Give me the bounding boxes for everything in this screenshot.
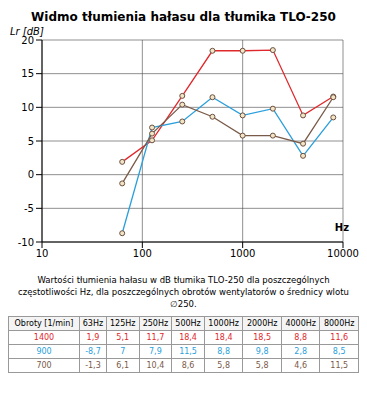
svg-text:15: 15 xyxy=(21,68,34,79)
html-text:8,5: 8,5 xyxy=(332,347,346,356)
html-text:1400: 1400 xyxy=(33,333,55,342)
svg-text:1000: 1000 xyxy=(230,248,255,259)
html-text:7,9: 7,9 xyxy=(149,347,162,356)
html-text:700: 700 xyxy=(36,361,52,370)
html-text:7: 7 xyxy=(120,347,126,356)
svg-text:0: 0 xyxy=(28,169,34,180)
html-text:250Hz: 250Hz xyxy=(142,319,169,328)
html-text:900: 900 xyxy=(36,347,52,356)
html-text:1,9: 1,9 xyxy=(86,333,100,342)
html-text:11,5: 11,5 xyxy=(179,347,197,356)
html-text:-8,7: -8,7 xyxy=(85,347,101,356)
svg-text:10: 10 xyxy=(21,102,34,113)
svg-text:10: 10 xyxy=(36,248,49,259)
html-text:5,8: 5,8 xyxy=(217,361,230,370)
html-text:Wartości tłumienia hałasu w dB: Wartości tłumienia hałasu w dB tłumika T… xyxy=(18,275,349,309)
html-text:Widmo tłumienia hałasu dla tłu: Widmo tłumienia hałasu dla tłumika TLO-2… xyxy=(31,10,336,24)
html-text:4000Hz: 4000Hz xyxy=(285,319,316,328)
html-text:4,6: 4,6 xyxy=(294,361,307,370)
html-text:8000Hz: 8000Hz xyxy=(323,319,355,328)
html-text:9,8: 9,8 xyxy=(255,347,269,356)
svg-text:-10: -10 xyxy=(18,237,34,248)
svg-text:-5: -5 xyxy=(24,203,34,214)
html-text:5,1: 5,1 xyxy=(116,333,130,342)
html-text:8,8: 8,8 xyxy=(294,333,307,342)
html-text:10,4: 10,4 xyxy=(146,361,165,370)
html-text:500Hz: 500Hz xyxy=(175,319,201,328)
html-text:63Hz: 63Hz xyxy=(82,319,104,328)
html-text:11,6: 11,6 xyxy=(330,333,349,342)
html-text:Hz: Hz xyxy=(334,222,349,233)
html-text:2,8: 2,8 xyxy=(294,347,307,356)
html-text:18,4: 18,4 xyxy=(179,333,197,342)
svg-text:100: 100 xyxy=(133,248,152,259)
html-text:8,6: 8,6 xyxy=(181,361,195,370)
html-text:1000Hz: 1000Hz xyxy=(208,319,239,328)
svg-text:10000: 10000 xyxy=(327,248,359,259)
svg-text:5: 5 xyxy=(28,136,34,147)
html-text:-1,3: -1,3 xyxy=(85,361,101,370)
html-text:125Hz: 125Hz xyxy=(110,319,136,328)
html-text:Obroty [1/min]: Obroty [1/min] xyxy=(14,319,74,328)
html-text:18,4: 18,4 xyxy=(214,333,233,342)
html-text:8,8: 8,8 xyxy=(217,347,230,356)
html-text:Lr [dB]: Lr [dB] xyxy=(10,26,44,37)
html-text:11,7: 11,7 xyxy=(146,333,165,342)
html-text:5,8: 5,8 xyxy=(255,361,269,370)
svg-text:20: 20 xyxy=(21,35,34,46)
html-text:6,1: 6,1 xyxy=(116,361,130,370)
html-text:11,5: 11,5 xyxy=(330,361,349,370)
html-text:18,5: 18,5 xyxy=(253,333,272,342)
html-text:2000Hz: 2000Hz xyxy=(246,319,278,328)
